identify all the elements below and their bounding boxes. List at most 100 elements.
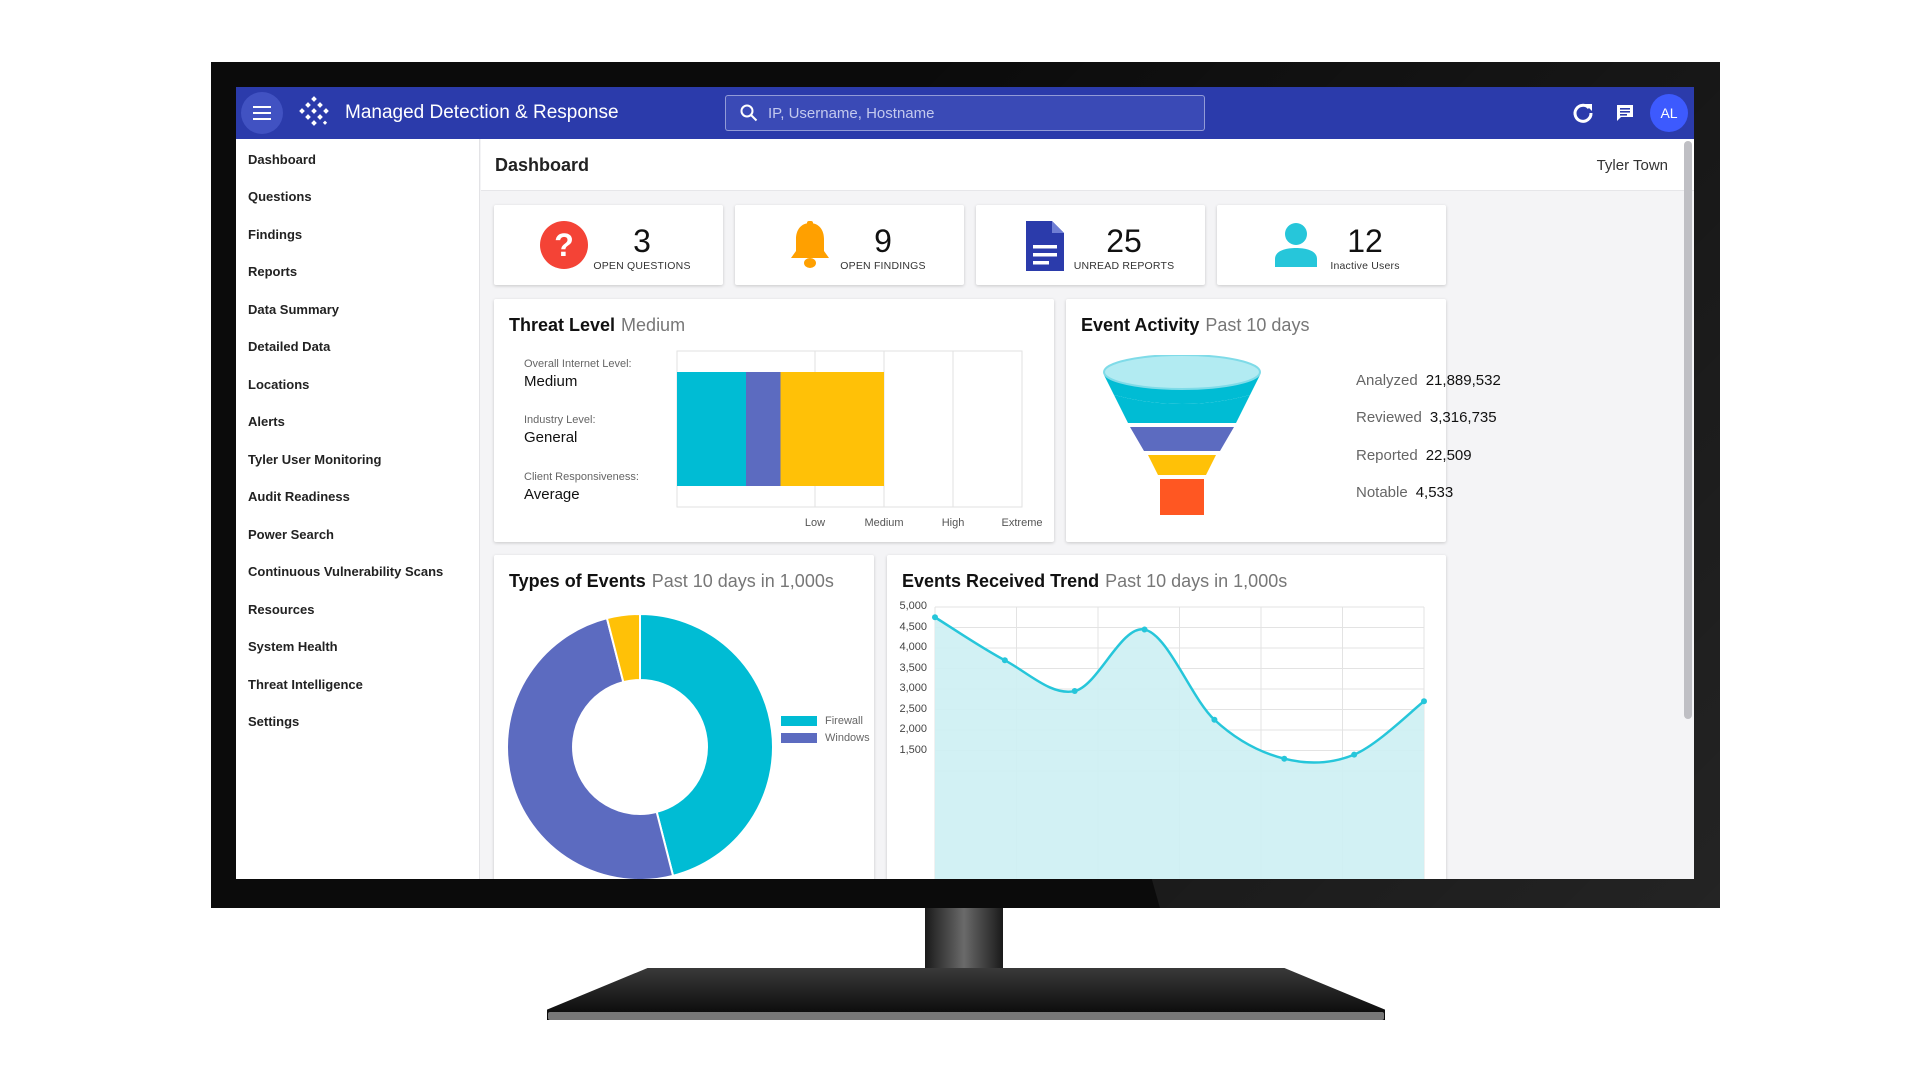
brand-logo-icon: [299, 96, 329, 126]
chat-icon: [1617, 105, 1633, 121]
trend-y-tick: 3,500: [899, 661, 927, 674]
threat-row-value: General: [524, 429, 578, 446]
funnel-stage-reported: [1130, 427, 1234, 451]
threat-level-card: Threat Level Medium Overall Internet Leve…: [494, 299, 1054, 542]
funnel-row-value: 3,316,735: [1429, 409, 1497, 426]
menu-button[interactable]: [241, 92, 283, 134]
legend-item-windows: Windows: [781, 732, 870, 744]
search-box[interactable]: [725, 95, 1205, 131]
card-subtitle: Past 10 days in 1,000s: [1105, 571, 1288, 591]
trend-point: [1001, 657, 1008, 664]
stat-value: 25: [1106, 223, 1142, 259]
hamburger-icon: [253, 106, 271, 120]
funnel-top: [1103, 355, 1261, 390]
legend-label: Firewall: [825, 715, 863, 727]
trend-y-tick: 3,000: [899, 682, 927, 694]
sidebar-item-locations[interactable]: Locations: [248, 377, 310, 392]
top-app-bar: Managed Detection & Response: [236, 87, 1694, 139]
funnel-row: Reported 22,509: [1356, 447, 1472, 464]
app-screen: Managed Detection & Response: [236, 87, 1694, 879]
messages-button[interactable]: [1604, 92, 1646, 134]
stat-card-inactive-users[interactable]: 12 Inactive Users: [1217, 205, 1446, 285]
funnel-row: Analyzed 21,889,532: [1356, 372, 1501, 389]
sidebar-item-alerts[interactable]: Alerts: [248, 414, 285, 429]
sidebar-item-findings[interactable]: Findings: [248, 227, 303, 242]
funnel-row-label: Reviewed: [1356, 409, 1422, 426]
card-title-text: Types of Events: [509, 571, 646, 591]
trend-point: [1071, 688, 1078, 695]
search-input[interactable]: [768, 104, 1168, 122]
threat-row-label: Overall Internet Level:: [524, 358, 632, 370]
sidebar-item-audit-readiness[interactable]: Audit Readiness: [248, 489, 350, 504]
funnel-row-value: 4,533: [1415, 484, 1454, 501]
threat-bar-segment: [746, 372, 781, 486]
stat-label: UNREAD REPORTS: [1073, 260, 1175, 272]
events-trend-card: Events Received Trend Past 10 days in 1,0…: [887, 555, 1446, 879]
donut-slice: [605, 612, 641, 684]
legend-item-firewall: Firewall: [781, 715, 863, 727]
scrollbar[interactable]: [1684, 141, 1692, 719]
funnel-stage-notable: [1160, 479, 1204, 515]
page-user-name: Tyler Town: [1596, 157, 1668, 174]
monitor-base: [547, 968, 1385, 1020]
events-trend-title: Events Received Trend Past 10 days in 1,0…: [902, 571, 1287, 592]
refresh-icon: [1573, 103, 1593, 123]
svg-text:?: ?: [554, 227, 574, 263]
event-activity-title: Event Activity Past 10 days: [1081, 315, 1309, 336]
sidebar-item-power-search[interactable]: Power Search: [248, 527, 334, 542]
funnel-stage-notable-yellow: [1148, 455, 1216, 475]
donut-slice: [506, 616, 675, 879]
stat-label: OPEN FINDINGS: [840, 260, 926, 272]
trend-point: [1141, 626, 1148, 633]
sidebar-nav: Dashboard Questions Findings Reports Dat…: [236, 139, 480, 879]
sidebar-item-threat-intelligence[interactable]: Threat Intelligence: [248, 677, 363, 692]
question-circle-icon: ?: [540, 221, 588, 269]
sidebar-item-system-health[interactable]: System Health: [248, 639, 338, 654]
trend-y-tick: 4,500: [899, 620, 927, 633]
legend-swatch: [781, 733, 817, 743]
card-title-text: Events Received Trend: [902, 571, 1100, 591]
sidebar-item-vulnerability-scans[interactable]: Continuous Vulnerability Scans: [248, 564, 444, 579]
funnel-row-value: 22,509: [1425, 447, 1472, 464]
sidebar-item-data-summary[interactable]: Data Summary: [248, 302, 340, 317]
user-icon: [1275, 223, 1317, 267]
donut-slice: [639, 612, 774, 878]
stat-card-open-findings[interactable]: 9 OPEN FINDINGS: [735, 205, 964, 285]
threat-axis-label: Extreme: [1001, 517, 1043, 529]
search-icon: [740, 104, 758, 122]
stat-card-unread-reports[interactable]: 25 UNREAD REPORTS: [976, 205, 1205, 285]
legend-swatch: [781, 716, 817, 726]
sidebar-item-resources[interactable]: Resources: [248, 602, 315, 617]
trend-y-tick: 2,500: [899, 702, 927, 715]
stat-card-open-questions[interactable]: ? 3 OPEN QUESTIONS: [494, 205, 723, 285]
monitor-base-edge: [548, 1012, 1384, 1020]
funnel-row: Notable 4,533: [1356, 484, 1453, 501]
sidebar-item-dashboard[interactable]: Dashboard: [248, 152, 316, 167]
sidebar-item-reports[interactable]: Reports: [248, 264, 298, 279]
threat-row-label: Client Responsiveness:: [524, 471, 639, 483]
page-header: Dashboard Tyler Town: [481, 139, 1694, 191]
stat-label: OPEN QUESTIONS: [593, 260, 691, 272]
threat-row-value: Medium: [524, 373, 578, 390]
sidebar-item-settings[interactable]: Settings: [248, 714, 300, 729]
threat-axis-label: Low: [804, 517, 826, 529]
sidebar-item-tyler-user-monitoring[interactable]: Tyler User Monitoring: [248, 452, 382, 467]
types-of-events-title: Types of Events Past 10 days in 1,000s: [509, 571, 834, 592]
user-avatar[interactable]: AL: [1650, 94, 1688, 132]
refresh-button[interactable]: [1562, 92, 1604, 134]
card-title-text: Threat Level: [509, 315, 616, 335]
top-actions: AL: [1562, 92, 1688, 134]
sidebar-item-questions[interactable]: Questions: [248, 189, 312, 204]
bell-icon: [791, 221, 829, 268]
sidebar-item-detailed-data[interactable]: Detailed Data: [248, 339, 331, 354]
stat-value: 3: [633, 223, 651, 259]
threat-axis-label: Medium: [864, 517, 904, 529]
threat-bar-segment: [677, 372, 746, 486]
threat-bar-segment: [780, 372, 884, 486]
trend-line: [934, 616, 1425, 764]
card-subtitle: Medium: [621, 315, 686, 335]
trend-y-tick: 4,000: [899, 641, 927, 653]
card-subtitle: Past 10 days in 1,000s: [651, 571, 834, 591]
threat-axis-label: High: [941, 517, 965, 529]
card-title-text: Event Activity: [1081, 315, 1200, 335]
